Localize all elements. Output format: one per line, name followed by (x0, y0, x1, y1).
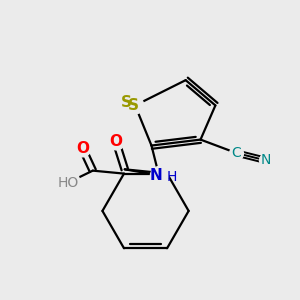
Text: O: O (76, 141, 89, 156)
Text: H: H (166, 170, 177, 184)
Text: S: S (121, 95, 132, 110)
Text: S: S (128, 98, 139, 113)
Text: HO: HO (57, 176, 78, 190)
Text: N: N (150, 168, 162, 183)
Text: C: C (231, 146, 241, 160)
Text: N: N (261, 153, 271, 167)
Text: O: O (109, 134, 122, 148)
